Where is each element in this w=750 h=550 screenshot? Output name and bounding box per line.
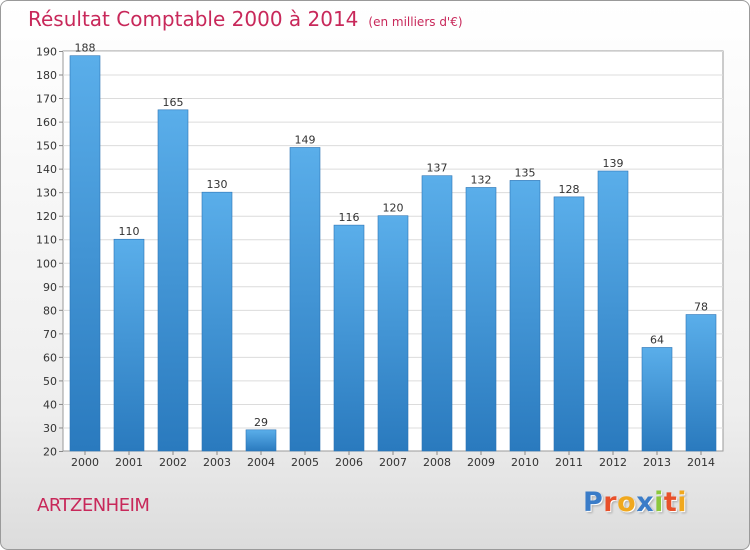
data-label: 139: [603, 157, 624, 170]
data-label: 135: [515, 166, 536, 179]
proxiti-logo: Proxiti: [583, 487, 687, 518]
chart-title-text: Résultat Comptable 2000 à 2014: [28, 7, 359, 31]
y-tick-label: 60: [43, 351, 57, 364]
bar: [69, 55, 101, 452]
y-tick-label: 80: [43, 304, 57, 317]
logo-letter: P: [583, 487, 604, 518]
y-tick-label: 140: [36, 163, 57, 176]
y-tick-label: 20: [43, 446, 57, 459]
logo-letter: t: [663, 487, 678, 518]
x-tick-label: 2006: [335, 456, 363, 469]
chart-unit-label: (en milliers d'€): [368, 15, 463, 29]
x-tick-label: 2007: [379, 456, 407, 469]
bar: [157, 109, 189, 452]
y-tick-label: 30: [43, 422, 57, 435]
data-label: 29: [254, 416, 268, 429]
y-tick-label: 90: [43, 281, 57, 294]
data-label: 120: [383, 202, 404, 215]
x-tick-label: 2002: [159, 456, 187, 469]
x-tick-label: 2000: [71, 456, 99, 469]
x-tick-label: 2003: [203, 456, 231, 469]
bar: [245, 429, 277, 452]
data-label: 132: [471, 173, 492, 186]
y-tick-label: 150: [36, 140, 57, 153]
x-tick-label: 2001: [115, 456, 143, 469]
y-tick-label: 110: [36, 234, 57, 247]
data-label: 128: [559, 183, 580, 196]
bar: [289, 147, 321, 452]
data-label: 64: [650, 333, 664, 346]
x-tick-label: 2012: [599, 456, 627, 469]
bar: [333, 224, 365, 452]
bar: [509, 180, 541, 452]
logo-letter: x: [636, 487, 655, 518]
y-tick-label: 170: [36, 93, 57, 106]
y-tick-label: 190: [36, 46, 57, 59]
y-tick-label: 130: [36, 187, 57, 200]
x-tick-label: 2013: [643, 456, 671, 469]
bar: [641, 347, 673, 452]
logo-letter: r: [603, 487, 618, 518]
x-tick-label: 2005: [291, 456, 319, 469]
bar: [465, 187, 497, 452]
y-tick-label: 50: [43, 375, 57, 388]
y-tick-label: 100: [36, 257, 57, 270]
data-label: 188: [75, 42, 96, 55]
commune-name: ARTZENHEIM: [37, 495, 150, 516]
logo-letter: i: [654, 487, 664, 518]
x-tick-label: 2009: [467, 456, 495, 469]
data-label: 78: [694, 301, 708, 314]
data-label: 149: [295, 133, 316, 146]
bar: [113, 238, 145, 452]
data-label: 116: [339, 211, 360, 224]
logo-letter: i: [677, 487, 688, 518]
data-label: 130: [207, 178, 228, 191]
y-tick-label: 70: [43, 328, 57, 341]
bar: [685, 314, 717, 452]
chart-title: Résultat Comptable 2000 à 2014 (en millie…: [28, 7, 463, 31]
y-tick-label: 160: [36, 116, 57, 129]
logo-letter: o: [617, 487, 637, 518]
bar: [421, 175, 453, 452]
bar: [553, 196, 585, 452]
bar: [201, 191, 233, 452]
x-tick-label: 2011: [555, 456, 583, 469]
y-tick-label: 180: [36, 69, 57, 82]
x-tick-label: 2014: [687, 456, 715, 469]
x-tick-label: 2010: [511, 456, 539, 469]
data-label: 110: [119, 225, 140, 238]
x-tick-label: 2004: [247, 456, 275, 469]
y-tick-label: 40: [43, 398, 57, 411]
data-label: 137: [427, 162, 448, 175]
bar: [377, 215, 409, 452]
bar: [597, 170, 629, 452]
y-tick-label: 120: [36, 210, 57, 223]
data-label: 165: [163, 96, 184, 109]
x-tick-label: 2008: [423, 456, 451, 469]
